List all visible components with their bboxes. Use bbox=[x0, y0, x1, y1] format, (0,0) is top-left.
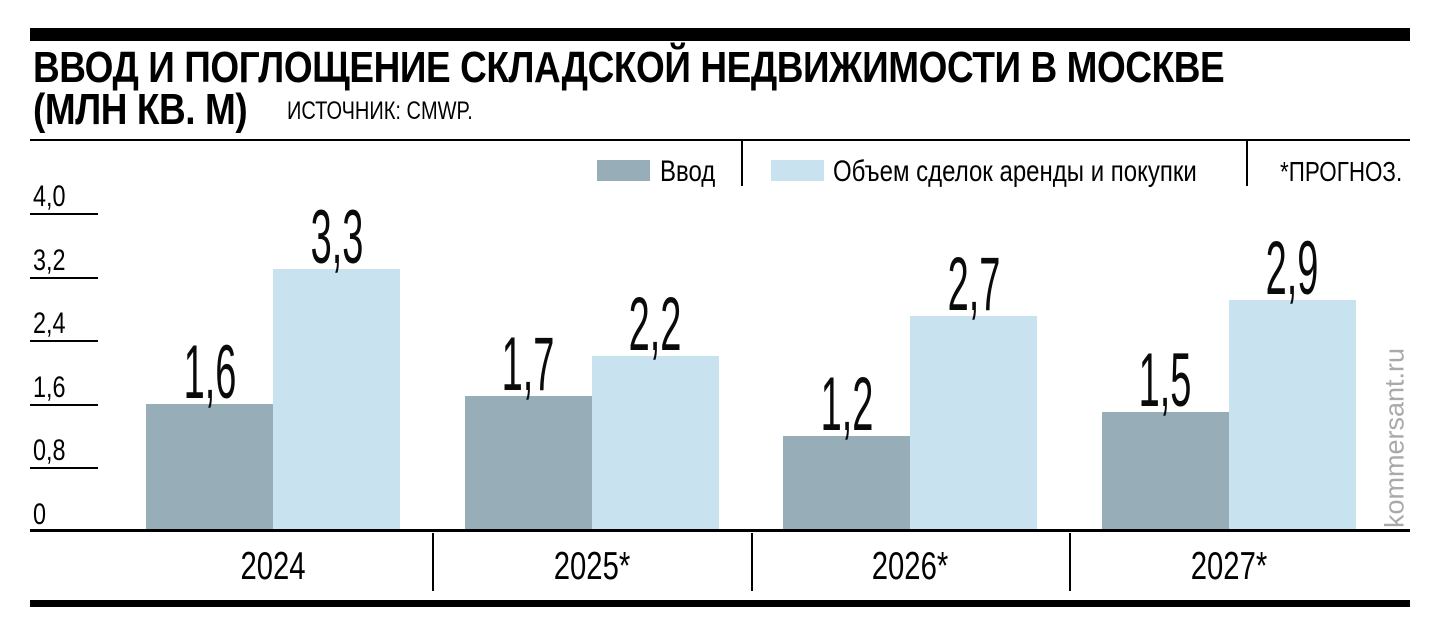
x-axis-divider bbox=[750, 533, 753, 591]
x-axis-category-label: 2027* bbox=[1190, 545, 1267, 588]
legend-divider bbox=[1246, 141, 1248, 186]
x-axis-category-label: 2024 bbox=[240, 545, 306, 588]
y-axis-tick-label: 0 bbox=[33, 498, 47, 531]
bar-value-label: 1,7 bbox=[501, 321, 555, 407]
watermark: kommersant.ru bbox=[1379, 347, 1410, 529]
y-axis-tick-label: 4,0 bbox=[33, 180, 66, 213]
legend-label-vvod: Ввод bbox=[660, 155, 716, 188]
chart-title-line1: ВВОД И ПОГЛОЩЕНИЕ СКЛАДСКОЙ НЕДВИЖИМОСТИ… bbox=[33, 43, 1225, 92]
bar-deals bbox=[273, 268, 400, 531]
bar-vvod bbox=[464, 395, 592, 531]
bar-deals bbox=[1228, 300, 1356, 531]
chart-title-line2: (МЛН КВ. М) bbox=[33, 85, 248, 134]
bar-deals bbox=[910, 316, 1037, 531]
legend-top-rule bbox=[30, 139, 1410, 141]
y-axis-tick-label: 1,6 bbox=[33, 370, 66, 404]
legend-label-deals: Объем сделок аренды и покупки bbox=[833, 155, 1197, 188]
source-label: ИСТОЧНИК: CMWP. bbox=[287, 97, 473, 125]
x-axis-baseline bbox=[30, 529, 1410, 532]
y-axis-tick-mark bbox=[30, 340, 98, 343]
bar-vvod bbox=[1101, 411, 1229, 531]
legend-swatch-vvod bbox=[597, 160, 650, 181]
bar-vvod bbox=[783, 435, 910, 531]
bar-value-label: 1,2 bbox=[820, 361, 873, 447]
y-axis-tick-label: 0,8 bbox=[33, 434, 66, 468]
legend-divider bbox=[741, 141, 743, 186]
x-axis-category-label: 2026* bbox=[871, 545, 949, 588]
y-axis-tick-label: 2,4 bbox=[33, 307, 66, 341]
y-axis-tick-mark bbox=[30, 467, 98, 470]
bar-value-label: 1,5 bbox=[1138, 337, 1192, 423]
bar-value-label: 2,7 bbox=[947, 242, 1000, 328]
bottom-rule bbox=[30, 600, 1410, 607]
legend-swatch-deals bbox=[771, 160, 824, 181]
forecast-note: *ПРОГНОЗ. bbox=[1280, 156, 1403, 187]
bar-value-label: 3,3 bbox=[310, 194, 363, 280]
bar-value-label: 2,9 bbox=[1265, 226, 1319, 312]
bar-deals bbox=[591, 356, 719, 531]
bar-value-label: 1,6 bbox=[183, 329, 236, 415]
y-axis-tick-mark bbox=[30, 213, 98, 215]
y-axis-tick-mark bbox=[30, 276, 98, 279]
y-axis-tick-label: 3,2 bbox=[33, 243, 66, 277]
x-axis-divider bbox=[432, 533, 435, 591]
x-axis-divider bbox=[1069, 533, 1072, 591]
y-axis-tick-mark bbox=[30, 403, 98, 406]
top-rule bbox=[30, 28, 1410, 41]
bar-value-label: 2,2 bbox=[628, 282, 682, 368]
x-axis-category-label: 2025* bbox=[553, 545, 630, 588]
bar-vvod bbox=[146, 403, 273, 531]
